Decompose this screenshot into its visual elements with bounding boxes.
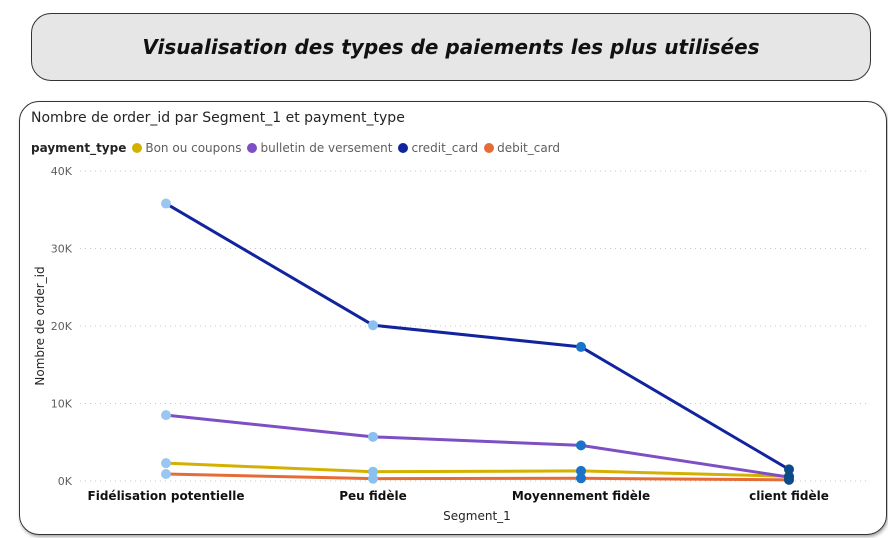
- legend-item-1[interactable]: bulletin de versement: [247, 141, 392, 155]
- chart-title: Nombre de order_id par Segment_1 et paym…: [31, 110, 405, 126]
- legend: payment_type Bon ou coupons bulletin de …: [31, 141, 566, 155]
- legend-label-1: bulletin de versement: [260, 141, 393, 155]
- dashboard-title-box: Visualisation des types de paiements les…: [31, 13, 871, 81]
- legend-swatch-1: [247, 143, 258, 153]
- legend-title: payment_type: [31, 141, 127, 155]
- legend-swatch-3: [484, 143, 495, 153]
- legend-swatch-2: [398, 143, 409, 153]
- legend-item-3[interactable]: debit_card: [484, 141, 560, 155]
- dashboard-title: Visualisation des types de paiements les…: [142, 35, 760, 59]
- legend-swatch-0: [132, 143, 143, 153]
- legend-item-2[interactable]: credit_card: [398, 141, 478, 155]
- legend-item-0[interactable]: Bon ou coupons: [132, 141, 241, 155]
- legend-label-0: Bon ou coupons: [145, 141, 242, 155]
- legend-label-2: credit_card: [411, 141, 479, 155]
- legend-label-3: debit_card: [497, 141, 561, 155]
- chart-card[interactable]: [19, 101, 887, 535]
